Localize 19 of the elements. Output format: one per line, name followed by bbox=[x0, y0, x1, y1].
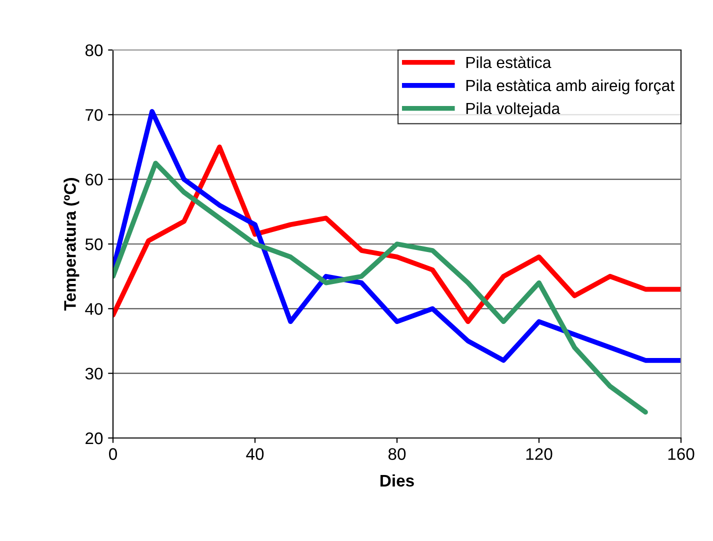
legend-label: Pila estàtica amb aireig forçat bbox=[466, 79, 675, 94]
x-axis-title: Dies bbox=[380, 474, 414, 487]
y-tick-label: 50 bbox=[85, 238, 103, 250]
x-tick-label: 120 bbox=[526, 448, 552, 460]
legend-label: Pila estàtica bbox=[466, 56, 552, 68]
x-tick-label: 40 bbox=[246, 448, 264, 460]
y-tick-label: 60 bbox=[86, 174, 103, 186]
y-tick-label: 20 bbox=[86, 432, 103, 444]
y-tick-label: 40 bbox=[85, 303, 103, 315]
x-tick-label: 160 bbox=[668, 448, 694, 460]
y-tick-label: 70 bbox=[86, 109, 103, 121]
line-series bbox=[113, 144, 681, 324]
y-axis-title: Temperatura (ºC) bbox=[64, 178, 80, 311]
y-tick-label: 30 bbox=[85, 368, 103, 380]
y-tick-label: 80 bbox=[85, 44, 103, 56]
legend-label: Pila voltejada bbox=[466, 102, 560, 118]
line-series bbox=[113, 160, 648, 415]
x-tick-label: 0 bbox=[109, 448, 117, 460]
x-tick-label: 80 bbox=[388, 448, 406, 460]
